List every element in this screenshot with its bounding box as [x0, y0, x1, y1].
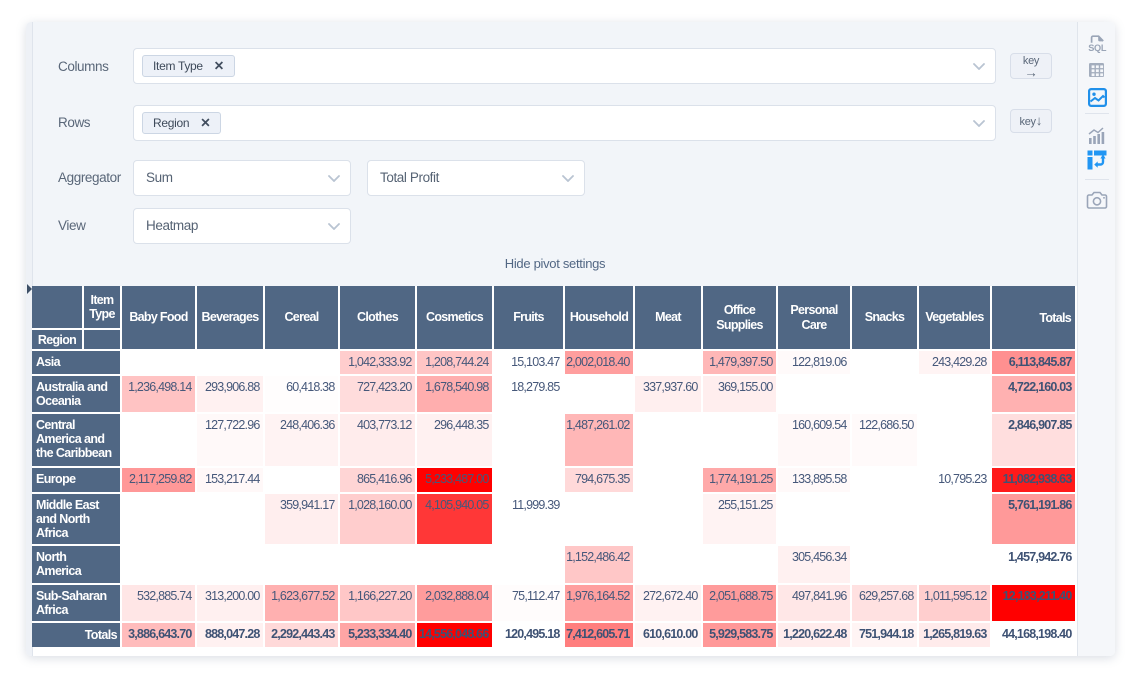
svg-text:SQL: SQL	[1088, 43, 1107, 53]
